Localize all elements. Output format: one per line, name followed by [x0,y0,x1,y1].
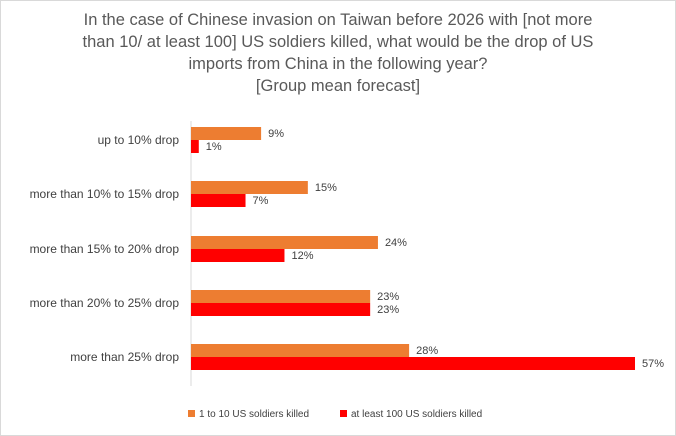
category-label: more than 15% to 20% drop [30,242,180,256]
legend-swatch [188,410,195,417]
data-label: 24% [385,237,407,249]
chart-title-line-3: imports from China in the following year… [188,55,488,73]
bar [191,290,371,303]
category-label: up to 10% drop [98,133,180,147]
chart-title-line-2: than 10/ at least 100] US soldiers kille… [82,33,594,51]
chart-title: In the case of Chinese invasion on Taiwa… [21,9,655,97]
legend-label: 1 to 10 US soldiers killed [199,409,309,420]
data-label: 28% [416,345,438,357]
bar [191,194,246,207]
bar [191,181,308,194]
data-label: 23% [377,304,399,316]
data-label: 57% [642,358,664,370]
category-label: more than 10% to 15% drop [30,187,180,201]
data-label: 23% [377,291,399,303]
bar [191,357,635,370]
data-label: 9% [268,128,284,140]
data-label: 7% [253,195,269,207]
legend-label: at least 100 US soldiers killed [351,409,482,420]
bar [191,127,262,140]
bar [191,140,199,153]
data-label: 12% [291,250,313,262]
bar [191,236,378,249]
chart-title-line-4: [Group mean forecast] [255,77,421,95]
bar [191,344,410,357]
category-label: more than 20% to 25% drop [30,296,180,310]
category-label: more than 25% drop [70,350,179,364]
data-label: 15% [315,182,337,194]
legend-swatch [340,410,347,417]
bar [191,249,285,262]
bar [191,303,371,316]
data-label: 1% [206,141,222,153]
chart-title-line-1: In the case of Chinese invasion on Taiwa… [83,11,593,29]
